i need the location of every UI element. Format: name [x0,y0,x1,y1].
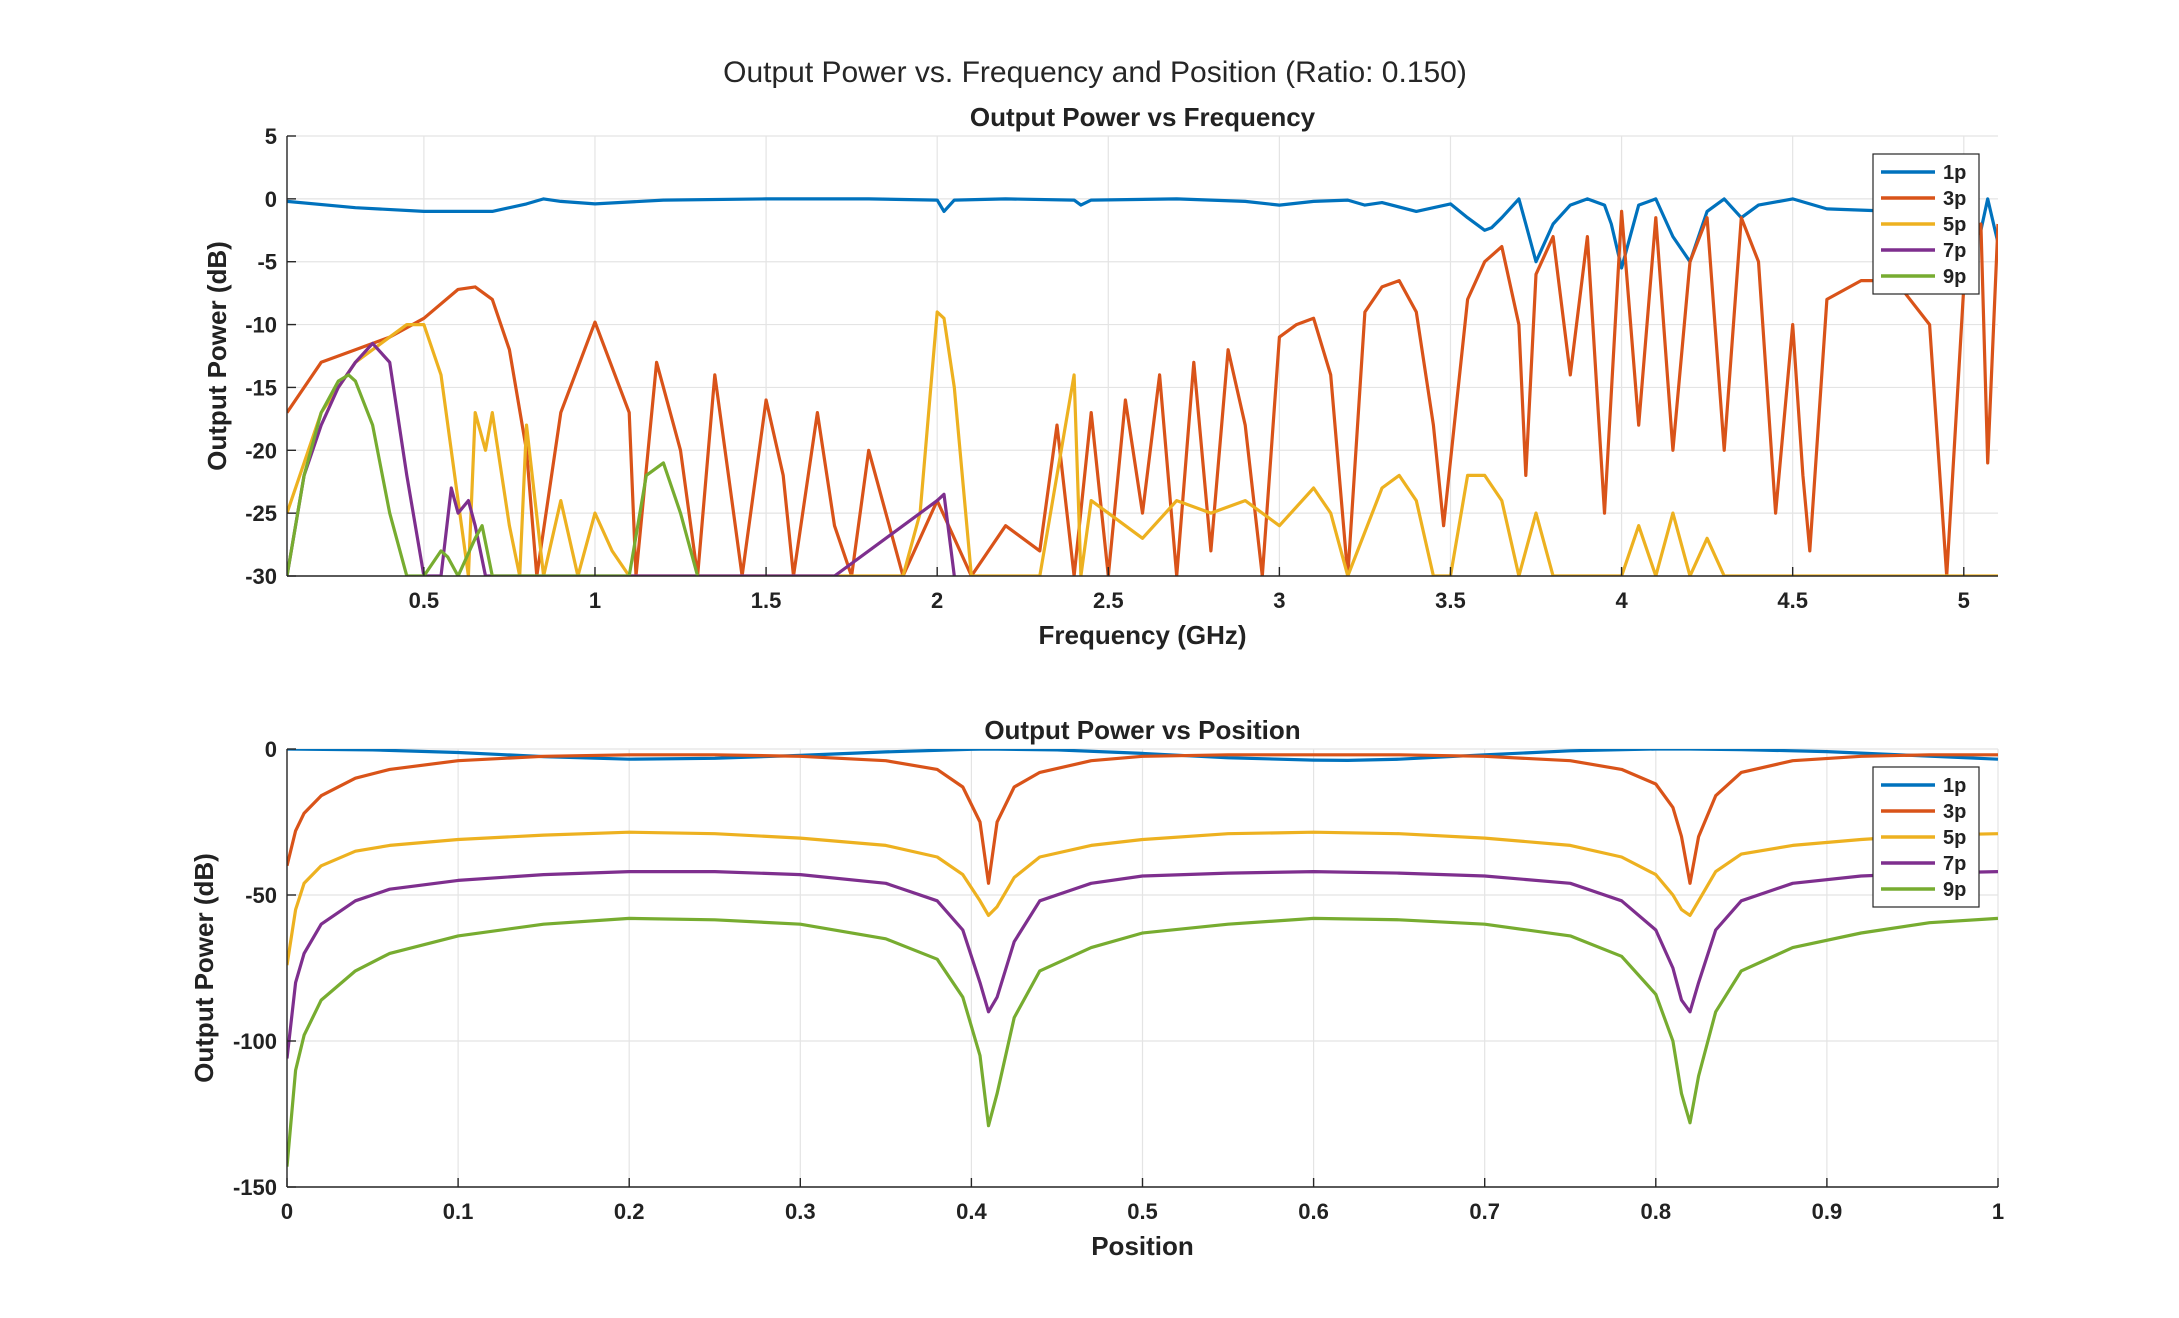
series-line-5p [287,830,1998,966]
series-line-3p [287,753,1998,885]
series-line-3p [287,209,1998,576]
legend-label-3p: 3p [1943,188,1966,210]
x-tick-label: 3.5 [1435,588,1466,613]
x-tick-label: 4 [1615,588,1628,613]
x-tick-label: 1 [589,588,601,613]
x-axis-label: Position [1091,1231,1194,1261]
legend: 1p 3p 5p 7p 9p [1872,766,1980,908]
series-group [287,197,1998,576]
y-axis-label: Output Power (dB) [202,241,232,471]
x-tick-label: 1 [1992,1199,2004,1224]
x-tick-label: 0.6 [1298,1199,1329,1224]
legend-label-9p: 9p [1943,266,1966,288]
x-tick-label: 0.3 [785,1199,816,1224]
x-tick-label: 2.5 [1093,588,1124,613]
y-tick-label: -30 [245,564,277,589]
x-tick-label: 4.5 [1777,588,1808,613]
y-tick-label: 5 [265,124,277,149]
legend-label-1p: 1p [1943,162,1966,184]
x-tick-label: 0.4 [956,1199,987,1224]
x-axis-label: Frequency (GHz) [1038,620,1246,650]
series-line-9p [287,916,1998,1167]
y-tick-label: -50 [245,883,277,908]
series-line-7p [287,869,1998,1059]
x-tick-label: 0.5 [1127,1199,1158,1224]
series-line-9p [287,373,700,576]
x-tick-label: 0.1 [443,1199,474,1224]
frequency-plot: 0.5 1 1.5 2 2.5 3 3.5 4 4.5 5 5 0 -5 -10 -15 -20 -25 -30 O… [202,102,1998,650]
x-tick-label: 0 [281,1199,293,1224]
y-tick-label: -15 [245,375,277,400]
x-tick-label: 0.5 [409,588,440,613]
legend-label-9p: 9p [1943,879,1966,901]
x-tick-label: 1.5 [751,588,782,613]
x-tick-label: 0.2 [614,1199,645,1224]
y-tick-label: -150 [233,1175,277,1200]
legend-label-5p: 5p [1943,827,1966,849]
legend: 1p 3p 5p 7p 9p [1872,153,1980,295]
y-tick-label: -10 [245,313,277,338]
y-axis-label: Output Power (dB) [189,853,219,1083]
y-tick-label: -20 [245,438,277,463]
position-plot: 0 0.1 0.2 0.3 0.4 0.5 0.6 0.7 0.8 0.9 1 0 -50 -100 -15… [189,715,2004,1261]
legend-label-1p: 1p [1943,775,1966,797]
x-tick-label: 5 [1958,588,1970,613]
y-tick-label: 0 [265,187,277,212]
series-line-5p [287,310,1998,576]
series-line-1p [287,197,1998,270]
legend-label-3p: 3p [1943,801,1966,823]
y-tick-label: -25 [245,501,277,526]
x-tick-label: 0.7 [1469,1199,1500,1224]
plot-title: Output Power vs Frequency [970,102,1316,132]
x-tick-label: 3 [1273,588,1285,613]
x-tick-label: 0.9 [1812,1199,1843,1224]
legend-label-5p: 5p [1943,214,1966,236]
legend-label-7p: 7p [1943,240,1966,262]
y-tick-label: -100 [233,1029,277,1054]
legend-label-7p: 7p [1943,853,1966,875]
x-tick-label: 2 [931,588,943,613]
x-tick-label: 0.8 [1641,1199,1672,1224]
series-line-7p [287,341,956,576]
series-group [287,749,1998,1167]
y-tick-label: 0 [265,737,277,762]
y-tick-label: -5 [257,250,277,275]
figure-title: Output Power vs. Frequency and Position … [723,56,1467,89]
plot-title: Output Power vs Position [984,715,1300,745]
